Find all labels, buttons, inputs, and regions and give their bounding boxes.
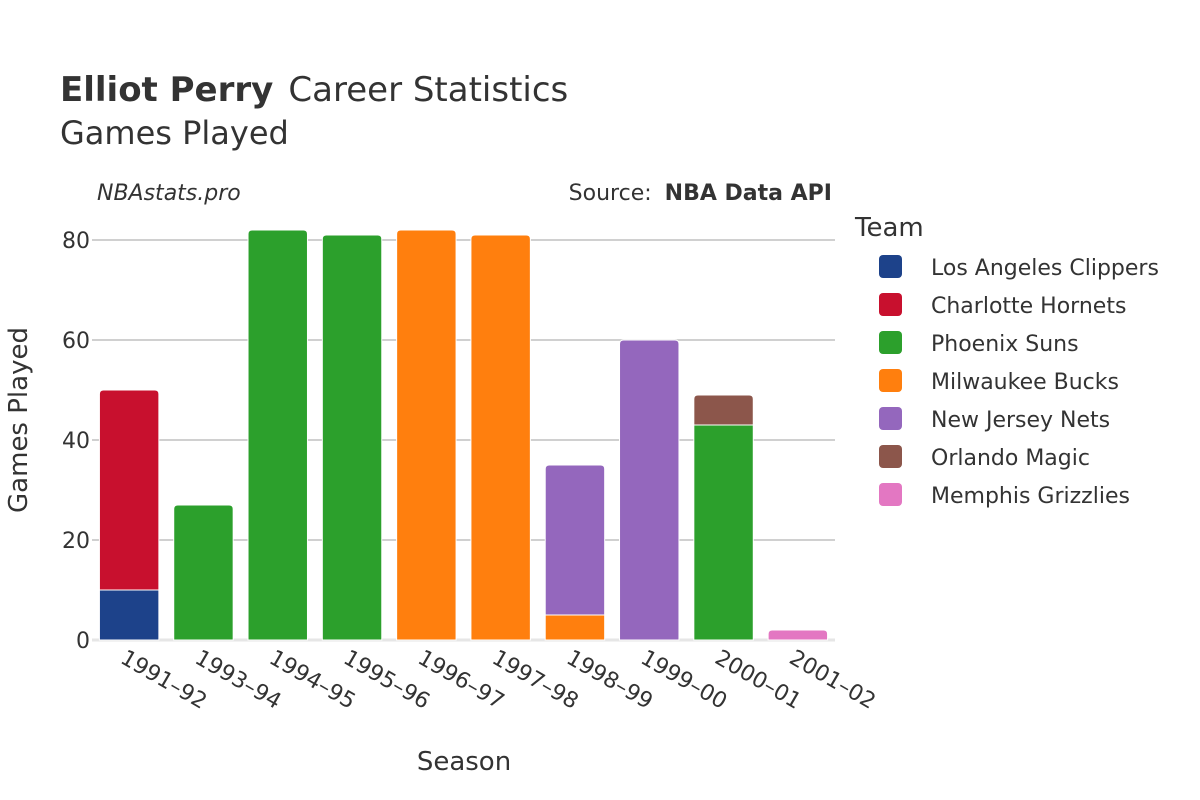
legend-swatch[interactable] [879,255,902,278]
legend-label[interactable]: Orlando Magic [931,446,1090,471]
bar-segment[interactable] [767,629,829,641]
legend-label[interactable]: Phoenix Suns [931,332,1079,357]
y-tick-label: 40 [62,429,90,454]
bar-segment[interactable] [98,389,160,591]
bar-segment[interactable] [247,229,308,641]
legend-title: Team [854,213,924,243]
legend-swatch[interactable] [879,407,902,430]
legend-label[interactable]: Charlotte Hornets [931,294,1126,319]
chart-subtitle: Games Played [60,114,289,152]
bar-segment[interactable] [619,339,680,641]
bar-segment[interactable] [544,614,606,641]
x-tick-label: 2001–02 [785,646,880,715]
legend-swatch[interactable] [879,331,902,354]
bar-segment[interactable] [544,464,606,616]
x-axis-title: Season [417,747,511,777]
legend-label[interactable]: Los Angeles Clippers [931,256,1159,281]
bar-segment[interactable] [396,229,457,641]
bar-segment[interactable] [693,424,754,641]
legend-swatch[interactable] [879,445,902,468]
source-prefix: Source: [569,181,652,206]
x-axis-ticks: 1991–921993–941994–951995–961996–971997–… [116,646,879,715]
legend-swatch[interactable] [879,483,902,506]
y-axis-title: Games Played [4,327,34,513]
y-tick-label: 0 [76,629,90,654]
bar-segment[interactable] [470,234,531,641]
legend-swatch[interactable] [879,293,902,316]
legend-swatch[interactable] [879,369,902,392]
y-tick-label: 60 [62,329,90,354]
legend-label[interactable]: Memphis Grizzlies [931,484,1130,509]
title-player: Elliot Perry [60,70,273,110]
title-rest: Career Statistics [288,70,568,110]
y-axis-ticks: 0 20 40 60 80 [62,229,90,654]
chart-title: Elliot Perry Career Statistics [60,70,568,110]
bar-segment[interactable] [98,589,160,641]
legend: Team Los Angeles Clippers Charlotte Horne… [854,213,1159,509]
bar-segment[interactable] [693,394,754,426]
bars [98,229,829,641]
y-tick-label: 20 [62,529,90,554]
credit-text: NBAstats.pro [97,181,241,206]
y-tick-label: 80 [62,229,90,254]
source-name: NBA Data API [665,181,832,206]
source-text: Source: NBA Data API [569,181,832,206]
legend-label[interactable]: Milwaukee Bucks [931,370,1119,395]
bar-segment[interactable] [173,504,234,641]
bar-segment[interactable] [321,234,383,641]
legend-items: Los Angeles Clippers Charlotte Hornets Pho… [879,255,1159,509]
legend-label[interactable]: New Jersey Nets [931,408,1110,433]
